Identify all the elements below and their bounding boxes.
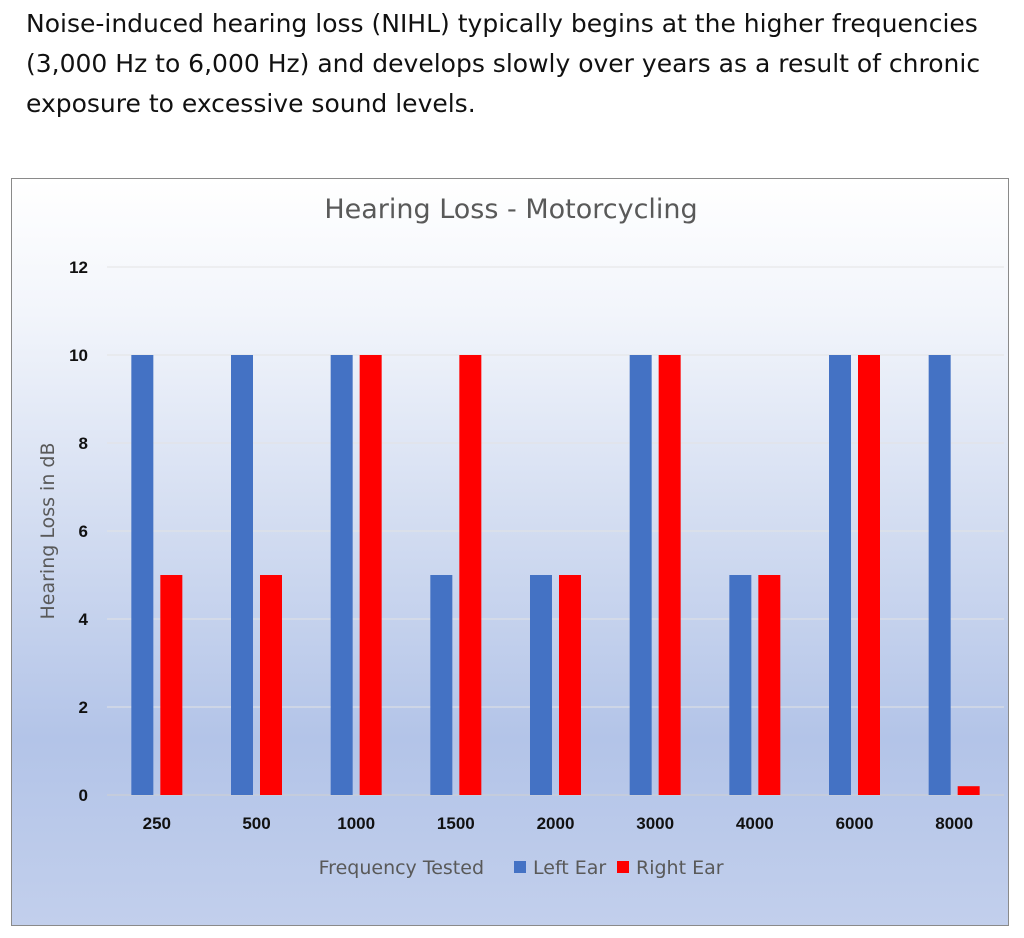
x-axis-ticks: 250 500 1000 1500 2000 3000 4000 6000 8000 (143, 814, 973, 833)
y-tick-label: 8 (79, 434, 88, 453)
bar-right-ear-1500 (459, 355, 482, 795)
bar-right-ear-4000 (758, 575, 781, 795)
x-tick-label: 8000 (935, 814, 973, 833)
y-tick-label: 6 (79, 522, 88, 541)
x-tick-label: 1500 (437, 814, 475, 833)
x-axis-label: Frequency Tested (319, 857, 484, 879)
bar-right-ear-3000 (658, 355, 681, 795)
bar-right-ear-500 (260, 575, 282, 795)
gridlines (107, 266, 1004, 796)
bar-left-ear-500 (231, 355, 253, 795)
bar-right-ear-1000 (359, 355, 382, 795)
y-tick-label: 4 (79, 610, 89, 629)
chart-title: Hearing Loss - Motorcycling (324, 194, 697, 225)
bar-left-ear-8000 (928, 355, 951, 795)
x-tick-label: 6000 (836, 814, 874, 833)
y-tick-label: 12 (69, 258, 88, 277)
bar-left-ear-1500 (430, 575, 453, 795)
bar-left-ear-4000 (729, 575, 752, 795)
y-tick-label: 10 (69, 346, 88, 365)
y-axis-label: Hearing Loss in dB (37, 442, 59, 619)
bar-left-ear-2000 (530, 575, 552, 795)
legend-swatch-right-ear (617, 861, 629, 873)
legend: Frequency Tested Left Ear Right Ear (319, 857, 724, 879)
bar-left-ear-3000 (629, 355, 652, 795)
legend-label-right-ear: Right Ear (636, 857, 724, 879)
x-tick-label: 500 (242, 814, 270, 833)
bar-right-ear-8000 (957, 786, 980, 795)
y-tick-label: 2 (79, 698, 88, 717)
legend-label-left-ear: Left Ear (533, 857, 606, 879)
x-tick-label: 250 (143, 814, 171, 833)
bars (131, 355, 980, 795)
bar-left-ear-250 (131, 355, 154, 795)
legend-swatch-left-ear (514, 861, 526, 873)
bar-right-ear-250 (160, 575, 183, 795)
y-tick-label: 0 (79, 786, 88, 805)
x-tick-label: 2000 (537, 814, 575, 833)
bar-right-ear-2000 (559, 575, 581, 795)
y-axis-ticks: 0 2 4 6 8 10 12 (69, 258, 88, 805)
bar-left-ear-6000 (829, 355, 851, 795)
x-tick-label: 4000 (736, 814, 774, 833)
intro-paragraph: Noise-induced hearing loss (NIHL) typica… (26, 9, 981, 118)
x-tick-label: 3000 (636, 814, 674, 833)
x-tick-label: 1000 (337, 814, 375, 833)
bar-left-ear-1000 (330, 355, 353, 795)
bar-right-ear-6000 (858, 355, 880, 795)
